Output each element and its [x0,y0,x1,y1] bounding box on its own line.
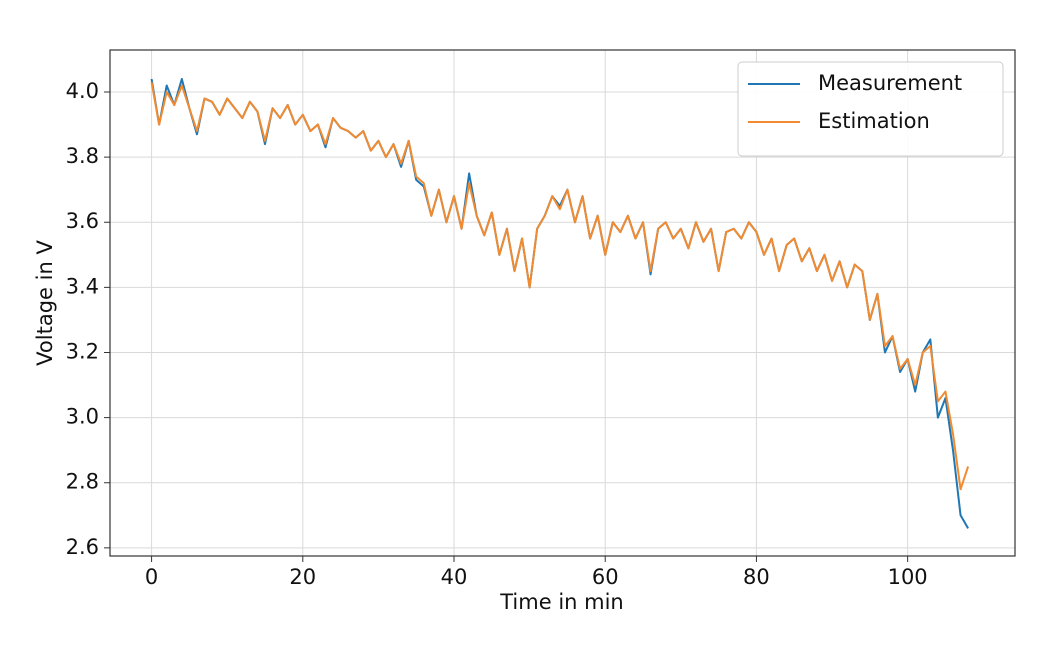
y-tick-label: 3.4 [66,274,99,298]
y-tick-label: 2.6 [66,535,99,559]
y-tick-label: 3.0 [66,405,99,429]
y-tick-label: 4.0 [66,79,99,103]
legend-box [737,61,1004,157]
x-tick-label: 80 [743,565,770,589]
x-tick-label: 20 [289,565,316,589]
y-tick-label: 3.2 [66,339,99,363]
x-axis-label: Time in min [499,590,624,614]
x-tick-label: 60 [592,565,619,589]
x-tick-label: 100 [888,565,928,589]
y-tick-label: 2.8 [66,470,99,494]
x-tick-label: 40 [441,565,468,589]
y-axis-label: Voltage in V [33,240,57,366]
legend-label: Measurement [818,71,962,95]
y-tick-label: 3.8 [66,144,99,168]
x-tick-label: 0 [145,565,158,589]
series-line [150,82,970,491]
legend-label: Estimation [818,109,930,133]
plot-frame [109,49,1016,557]
y-tick-label: 3.6 [66,209,99,233]
